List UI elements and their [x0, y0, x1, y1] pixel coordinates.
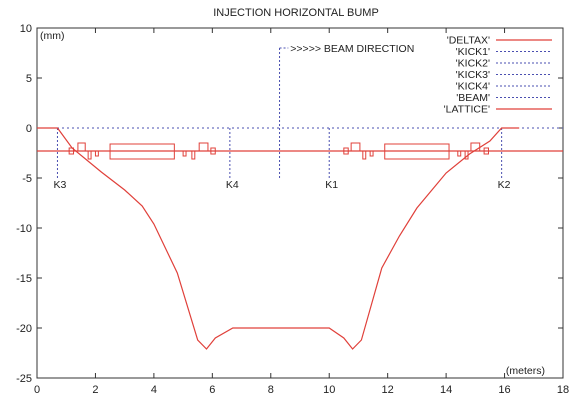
chart-title: INJECTION HORIZONTAL BUMP	[213, 7, 379, 19]
deltax-curve	[37, 127, 520, 350]
x-tick-label: 0	[34, 384, 40, 396]
legend-label: 'LATTICE'	[444, 104, 490, 116]
legend: 'DELTAX''KICK1''KICK2''KICK3''KICK4''BEA…	[444, 35, 552, 116]
x-tick-label: 16	[498, 384, 510, 396]
y-tick-label: -25	[16, 373, 32, 385]
lattice-element	[87, 150, 92, 160]
legend-label: 'KICK3'	[456, 69, 490, 81]
x-axis-unit: (meters)	[506, 365, 545, 377]
x-tick-label: 10	[323, 384, 335, 396]
kick-label: K4	[226, 179, 239, 191]
lattice-element	[191, 150, 196, 160]
legend-label: 'KICK2'	[456, 58, 490, 70]
y-tick-label: -15	[16, 273, 32, 285]
lattice-element	[483, 147, 489, 155]
legend-label: 'KICK4'	[456, 81, 490, 93]
plot-frame	[36, 27, 564, 379]
lattice-element	[68, 147, 75, 155]
lattice-element	[77, 142, 86, 152]
kick-label: K1	[325, 179, 338, 191]
x-tick-label: 14	[440, 384, 452, 396]
y-axis-unit: (mm)	[40, 30, 65, 42]
y-tick-label: 10	[20, 23, 32, 35]
lattice-element	[384, 143, 450, 160]
lattice-element	[182, 150, 187, 157]
x-tick-label: 18	[557, 384, 569, 396]
kick-label: K2	[498, 179, 511, 191]
axis-ticks: 0 2 4 6 8 10 12 14 16 18 -25 -20 -15 -10 -5 0 5 10	[16, 23, 569, 396]
x-tick-label: 12	[382, 384, 394, 396]
beam-direction-label: >>>>> BEAM DIRECTION	[290, 43, 414, 55]
lattice-element	[94, 150, 99, 157]
lattice-element	[210, 147, 216, 155]
lattice-element	[109, 143, 175, 160]
y-tick-label: -20	[16, 323, 32, 335]
x-tick-label: 8	[268, 384, 274, 396]
kick-label: K3	[53, 179, 66, 191]
y-tick-label: -10	[16, 223, 32, 235]
x-tick-label: 4	[151, 384, 157, 396]
lattice-element	[369, 150, 374, 157]
y-tick-label: 5	[26, 73, 32, 85]
lattice-element	[343, 147, 349, 155]
x-tick-label: 2	[92, 384, 98, 396]
lattice-element	[457, 150, 462, 157]
legend-label: 'DELTAX'	[447, 35, 490, 47]
y-tick-label: 0	[26, 123, 32, 135]
lattice-element	[350, 142, 361, 152]
legend-label: 'KICK1'	[456, 46, 490, 58]
series-layer: K3 K4 K1 K2 >>>>> BEAM DIRECTION	[37, 43, 563, 350]
x-tick-label: 6	[209, 384, 215, 396]
legend-label: 'BEAM'	[456, 92, 490, 104]
y-tick-label: -5	[22, 173, 32, 185]
lattice-element	[362, 150, 367, 160]
lattice-element	[198, 142, 209, 152]
